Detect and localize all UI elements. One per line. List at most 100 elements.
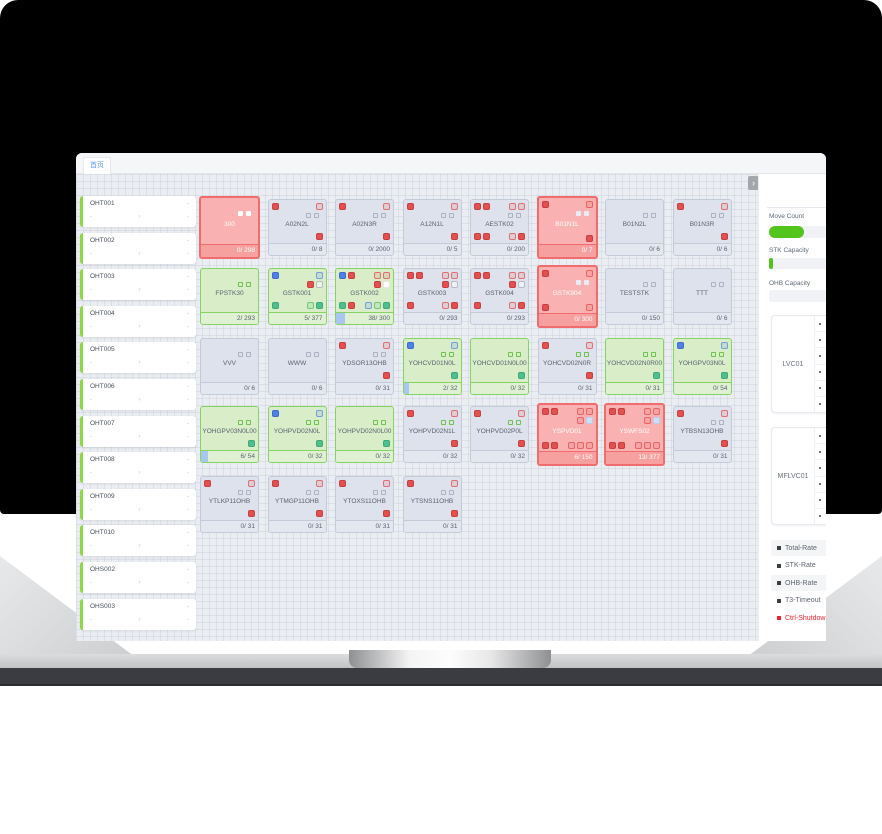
station-card-a12n1l[interactable]: A12N1L 0/ 5 (402, 199, 462, 256)
collapse-panel-button[interactable]: › (748, 176, 759, 190)
station-name: YSWFS02 (619, 428, 650, 435)
station-card-ydsor13ohb[interactable]: YDSOR13OHB 0/ 31 (335, 338, 394, 395)
station-card-ttt[interactable]: TTT 0/ 6 (672, 268, 732, 325)
oht-card-oht001[interactable]: OHT001 - - › - (80, 196, 196, 227)
tab-bar: 首页 (76, 153, 826, 174)
alarm-outline-icon (585, 201, 593, 208)
station-card-yohcvd02n0r00[interactable]: YOHCVD02N0R00 0/ 31 (605, 338, 664, 395)
oht-card-oht010[interactable]: OHT010 - - › - (80, 525, 196, 557)
station-card-yohcvd01n0l[interactable]: YOHCVD01N0L 2/ 32 (402, 338, 462, 395)
port-slot-icon (718, 213, 724, 218)
station-card-ytsns11ohb[interactable]: YTSNS11OHB 0/ 31 (402, 476, 462, 533)
legend-item-ohb-rate[interactable]: OHB-Rate (771, 575, 826, 592)
alarm-outline-icon (518, 410, 525, 417)
legend-label: OHB-Rate (785, 579, 818, 587)
alarm-outline-icon (248, 480, 255, 487)
legend-item-stk-rate[interactable]: STK-Rate (771, 558, 826, 574)
panel-label: MFLVC01 (777, 472, 809, 480)
alarm-icon (474, 272, 481, 279)
bullet-icon (819, 338, 821, 341)
status-ok-icon (383, 440, 390, 447)
station-card-yspvd01[interactable]: YSPVD01 6/ 150 (536, 403, 598, 466)
station-card-ytbsn13ohb[interactable]: YTBSN13OHB 0/ 31 (672, 406, 732, 463)
station-card-ytlkp11ohb[interactable]: YTLKP11OHB 0/ 31 (200, 476, 259, 533)
legend-item-ctrl-shutdown[interactable]: Ctrl-Shutdown (771, 610, 826, 626)
oht-card-oht004[interactable]: OHT004 - - › - (80, 305, 196, 337)
port-slot-icon (643, 352, 648, 357)
station-card-aestk02[interactable]: AESTK02 0/ 200 (470, 199, 529, 256)
station-card-gstk004[interactable]: GSTK004 0/ 293 (470, 268, 529, 325)
station-card-yohpvd02n1l[interactable]: YOHPVD02N1L 0/ 32 (402, 406, 462, 463)
station-name: TESTSTK (619, 290, 650, 297)
oht-card-oht003[interactable]: OHT003 - - › - (80, 269, 196, 301)
oht-card-oht009[interactable]: OHT009 - - › - (80, 488, 196, 520)
oht-card-oht007[interactable]: OHT007 - - › - (80, 415, 196, 447)
station-card-teststk[interactable]: TESTSTK 0/ 150 (605, 268, 664, 325)
port-slot-icon (440, 352, 446, 357)
oht-title: OHT001 (90, 200, 115, 207)
main-content: OHT001 - - › - OHT002 - - › - OHT003 - - › - OHT004 - - › -… (76, 174, 826, 641)
oht-card-oht005[interactable]: OHT005 - - › - (80, 342, 196, 374)
station-card-yswfs02[interactable]: YSWFS02 13/ 377 (604, 403, 665, 466)
alarm-outline-icon (509, 203, 516, 210)
station-card-gstk003[interactable]: GSTK003 0/ 293 (402, 268, 462, 325)
station-count: 0/ 6 (673, 312, 731, 324)
alarm-outline-icon (518, 203, 525, 210)
panel-mflvc01[interactable]: MFLVC01 (771, 427, 826, 525)
port-slot-icon (246, 352, 251, 357)
alarm-icon (720, 233, 728, 240)
oht-card-oht008[interactable]: OHT008 - - › - (80, 452, 196, 484)
station-card-www[interactable]: WWW 0/ 6 (267, 338, 327, 395)
station-card-yohcvd01n0l00[interactable]: YOHCVD01N0L00 0/ 32 (470, 338, 529, 395)
oht-card-ohs002[interactable]: OHS002 - - › - (80, 562, 196, 593)
panel-lvc01[interactable]: LVC01 (771, 315, 826, 413)
station-card-yohpvd02n0l[interactable]: YOHPVD02N0L 0/ 32 (267, 406, 327, 463)
panel-row (815, 365, 826, 381)
alarm-outline-icon (585, 270, 593, 277)
legend-item-t3-timeout[interactable]: T3-Timeout (771, 593, 826, 609)
station-card-yohcvd02n0r[interactable]: YOHCVD02N0R 0/ 31 (537, 338, 597, 395)
alarm-icon (550, 408, 558, 415)
station-card-yohgpv03n0l[interactable]: YOHGPV03N0L 0/ 54 (672, 338, 732, 395)
station-card-vvv[interactable]: VVV 0/ 6 (200, 338, 259, 395)
station-card-yohpvd02p0l[interactable]: YOHPVD02P0L 0/ 32 (470, 406, 529, 463)
station-name: YOHCVD01N0L (408, 360, 456, 367)
oht-title: OHS002 (90, 566, 115, 573)
station-card-fpstk30[interactable]: FPSTK30 2/ 293 (200, 268, 259, 325)
oht-value-left: - (90, 359, 93, 367)
alarm-icon (406, 302, 414, 309)
alarm-outline-icon (509, 302, 516, 309)
chevron-right-icon: › (752, 178, 755, 188)
station-card-a02n2l[interactable]: A02N2L 0/ 8 (267, 199, 327, 256)
tab-home[interactable]: 首页 (83, 157, 111, 174)
station-card-gstk001[interactable]: GSTK001 5/ 377 (267, 268, 327, 325)
footer-progress (336, 313, 345, 324)
station-card-ytmgp11ohb[interactable]: YTMGP11OHB 0/ 31 (267, 476, 327, 533)
oht-value-top: - (186, 346, 189, 354)
station-card-gstk904[interactable]: GSTK904 0/ 300 (536, 265, 598, 328)
station-card-yohpvd02n0l00[interactable]: YOHPVD02N0L00 0/ 32 (335, 406, 394, 463)
station-name: YSPVD01 (552, 428, 582, 435)
legend-label: T3-Timeout (785, 597, 821, 605)
oht-value-right: - (186, 286, 189, 294)
station-card-300[interactable]: 300 0/ 298 (199, 196, 260, 259)
station-card-b01n2l[interactable]: B01N2L 0/ 6 (605, 199, 664, 256)
station-card-yohgpv03n0l00[interactable]: YOHGPV03N0L00 6/ 54 (200, 406, 259, 463)
oht-card-oht002[interactable]: OHT002 - - › - (80, 232, 196, 264)
slot-outline-icon (518, 281, 525, 288)
port-slot-icon (381, 420, 386, 425)
slot-outline-icon (315, 281, 323, 288)
port-slot-icon (238, 420, 243, 425)
oht-value-left: - (90, 432, 93, 440)
station-card-b01n1l[interactable]: B01N1L 0/ 7 (536, 196, 598, 259)
station-card-b01n3r[interactable]: B01N3R 0/ 6 (672, 199, 732, 256)
station-card-ytoxs11ohb[interactable]: YTOXS11OHB 0/ 31 (335, 476, 394, 533)
alarm-icon (541, 304, 549, 311)
alarm-outline-icon (576, 442, 584, 449)
oht-card-oht006[interactable]: OHT006 - - › - (80, 379, 196, 410)
legend-label: Ctrl-Shutdown (785, 614, 826, 622)
legend-item-total-rate[interactable]: Total-Rate (771, 540, 826, 556)
oht-card-ohs003[interactable]: OHS003 - - › - (80, 598, 196, 630)
station-card-gstk002[interactable]: GSTK002 38/ 300 (335, 268, 394, 325)
station-card-a02n3r[interactable]: A02N3R 0/ 2000 (335, 199, 394, 256)
